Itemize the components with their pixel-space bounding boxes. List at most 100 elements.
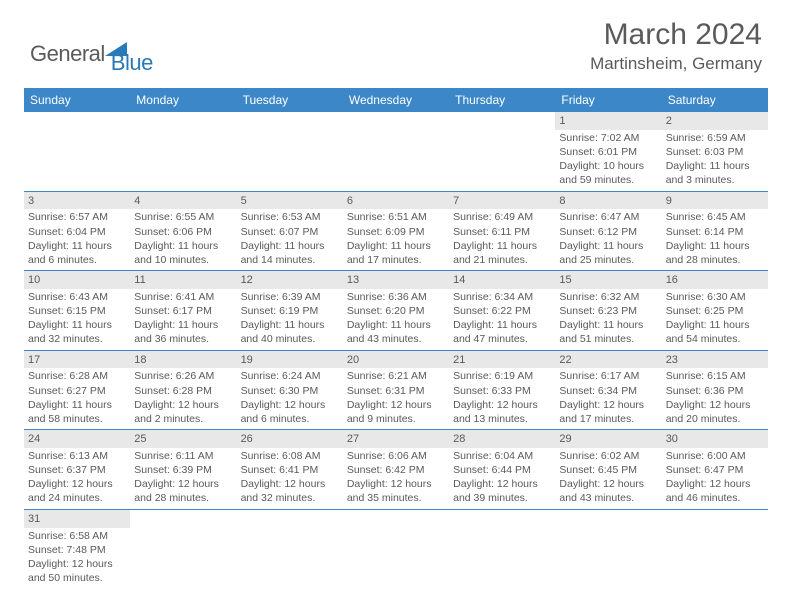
day-number: 29 (555, 430, 661, 448)
day-number: 26 (237, 430, 343, 448)
day-cell (343, 510, 449, 589)
sunset-text: Sunset: 6:04 PM (28, 225, 126, 239)
day-number: 12 (237, 271, 343, 289)
day-cell: 16Sunrise: 6:30 AMSunset: 6:25 PMDayligh… (662, 271, 768, 350)
week-row: 31Sunrise: 6:58 AMSunset: 7:48 PMDayligh… (24, 510, 768, 589)
day-number: 21 (449, 351, 555, 369)
daylight-text: Daylight: 11 hours and 21 minutes. (453, 239, 551, 267)
sunrise-text: Sunrise: 6:13 AM (28, 449, 126, 463)
day-cell (237, 112, 343, 191)
sunset-text: Sunset: 6:14 PM (666, 225, 764, 239)
sunset-text: Sunset: 6:07 PM (241, 225, 339, 239)
sunset-text: Sunset: 6:34 PM (559, 384, 657, 398)
sunset-text: Sunset: 7:48 PM (28, 543, 126, 557)
sunset-text: Sunset: 6:27 PM (28, 384, 126, 398)
sunset-text: Sunset: 6:06 PM (134, 225, 232, 239)
daylight-text: Daylight: 11 hours and 14 minutes. (241, 239, 339, 267)
daylight-text: Daylight: 12 hours and 39 minutes. (453, 477, 551, 505)
day-cell: 13Sunrise: 6:36 AMSunset: 6:20 PMDayligh… (343, 271, 449, 350)
day-cell: 6Sunrise: 6:51 AMSunset: 6:09 PMDaylight… (343, 192, 449, 271)
day-cell: 10Sunrise: 6:43 AMSunset: 6:15 PMDayligh… (24, 271, 130, 350)
day-cell (130, 510, 236, 589)
sunset-text: Sunset: 6:11 PM (453, 225, 551, 239)
brand-part1: General (30, 41, 105, 67)
day-cell: 17Sunrise: 6:28 AMSunset: 6:27 PMDayligh… (24, 351, 130, 430)
day-cell: 28Sunrise: 6:04 AMSunset: 6:44 PMDayligh… (449, 430, 555, 509)
weekday-header: Monday (130, 88, 236, 112)
sunset-text: Sunset: 6:37 PM (28, 463, 126, 477)
sunrise-text: Sunrise: 6:24 AM (241, 369, 339, 383)
week-row: 10Sunrise: 6:43 AMSunset: 6:15 PMDayligh… (24, 271, 768, 351)
sunrise-text: Sunrise: 6:32 AM (559, 290, 657, 304)
title-block: March 2024 Martinsheim, Germany (590, 18, 762, 74)
sunset-text: Sunset: 6:01 PM (559, 145, 657, 159)
sunset-text: Sunset: 6:45 PM (559, 463, 657, 477)
day-number: 4 (130, 192, 236, 210)
weekday-header: Friday (555, 88, 661, 112)
sunrise-text: Sunrise: 6:51 AM (347, 210, 445, 224)
day-cell: 5Sunrise: 6:53 AMSunset: 6:07 PMDaylight… (237, 192, 343, 271)
sunrise-text: Sunrise: 6:53 AM (241, 210, 339, 224)
daylight-text: Daylight: 12 hours and 35 minutes. (347, 477, 445, 505)
sunrise-text: Sunrise: 6:39 AM (241, 290, 339, 304)
day-cell (343, 112, 449, 191)
daylight-text: Daylight: 11 hours and 17 minutes. (347, 239, 445, 267)
day-number: 11 (130, 271, 236, 289)
daylight-text: Daylight: 11 hours and 43 minutes. (347, 318, 445, 346)
sunset-text: Sunset: 6:09 PM (347, 225, 445, 239)
sunrise-text: Sunrise: 6:34 AM (453, 290, 551, 304)
day-cell: 4Sunrise: 6:55 AMSunset: 6:06 PMDaylight… (130, 192, 236, 271)
location-label: Martinsheim, Germany (590, 54, 762, 74)
sunset-text: Sunset: 6:30 PM (241, 384, 339, 398)
sunrise-text: Sunrise: 6:00 AM (666, 449, 764, 463)
sunrise-text: Sunrise: 7:02 AM (559, 131, 657, 145)
day-number: 3 (24, 192, 130, 210)
day-number: 8 (555, 192, 661, 210)
day-cell: 31Sunrise: 6:58 AMSunset: 7:48 PMDayligh… (24, 510, 130, 589)
day-cell: 25Sunrise: 6:11 AMSunset: 6:39 PMDayligh… (130, 430, 236, 509)
day-number: 15 (555, 271, 661, 289)
sunset-text: Sunset: 6:41 PM (241, 463, 339, 477)
day-cell: 21Sunrise: 6:19 AMSunset: 6:33 PMDayligh… (449, 351, 555, 430)
daylight-text: Daylight: 12 hours and 28 minutes. (134, 477, 232, 505)
daylight-text: Daylight: 12 hours and 2 minutes. (134, 398, 232, 426)
sunrise-text: Sunrise: 6:43 AM (28, 290, 126, 304)
sunset-text: Sunset: 6:25 PM (666, 304, 764, 318)
sunset-text: Sunset: 6:47 PM (666, 463, 764, 477)
day-cell: 14Sunrise: 6:34 AMSunset: 6:22 PMDayligh… (449, 271, 555, 350)
day-cell (449, 112, 555, 191)
day-number: 18 (130, 351, 236, 369)
daylight-text: Daylight: 12 hours and 13 minutes. (453, 398, 551, 426)
sunrise-text: Sunrise: 6:06 AM (347, 449, 445, 463)
day-cell: 18Sunrise: 6:26 AMSunset: 6:28 PMDayligh… (130, 351, 236, 430)
day-number: 19 (237, 351, 343, 369)
weekday-header: Thursday (449, 88, 555, 112)
day-cell: 30Sunrise: 6:00 AMSunset: 6:47 PMDayligh… (662, 430, 768, 509)
day-cell: 1Sunrise: 7:02 AMSunset: 6:01 PMDaylight… (555, 112, 661, 191)
day-cell: 15Sunrise: 6:32 AMSunset: 6:23 PMDayligh… (555, 271, 661, 350)
daylight-text: Daylight: 12 hours and 24 minutes. (28, 477, 126, 505)
sunrise-text: Sunrise: 6:19 AM (453, 369, 551, 383)
day-number: 22 (555, 351, 661, 369)
daylight-text: Daylight: 12 hours and 50 minutes. (28, 557, 126, 585)
day-cell (555, 510, 661, 589)
sunset-text: Sunset: 6:23 PM (559, 304, 657, 318)
daylight-text: Daylight: 10 hours and 59 minutes. (559, 159, 657, 187)
daylight-text: Daylight: 12 hours and 6 minutes. (241, 398, 339, 426)
sunset-text: Sunset: 6:33 PM (453, 384, 551, 398)
daylight-text: Daylight: 11 hours and 6 minutes. (28, 239, 126, 267)
sunrise-text: Sunrise: 6:59 AM (666, 131, 764, 145)
day-number: 17 (24, 351, 130, 369)
sunrise-text: Sunrise: 6:58 AM (28, 529, 126, 543)
week-row: 3Sunrise: 6:57 AMSunset: 6:04 PMDaylight… (24, 192, 768, 272)
daylight-text: Daylight: 12 hours and 9 minutes. (347, 398, 445, 426)
sunrise-text: Sunrise: 6:45 AM (666, 210, 764, 224)
day-number: 27 (343, 430, 449, 448)
sunset-text: Sunset: 6:36 PM (666, 384, 764, 398)
sunrise-text: Sunrise: 6:21 AM (347, 369, 445, 383)
day-number: 1 (555, 112, 661, 130)
day-cell (24, 112, 130, 191)
daylight-text: Daylight: 11 hours and 40 minutes. (241, 318, 339, 346)
weekday-header-row: Sunday Monday Tuesday Wednesday Thursday… (24, 88, 768, 112)
day-cell: 11Sunrise: 6:41 AMSunset: 6:17 PMDayligh… (130, 271, 236, 350)
